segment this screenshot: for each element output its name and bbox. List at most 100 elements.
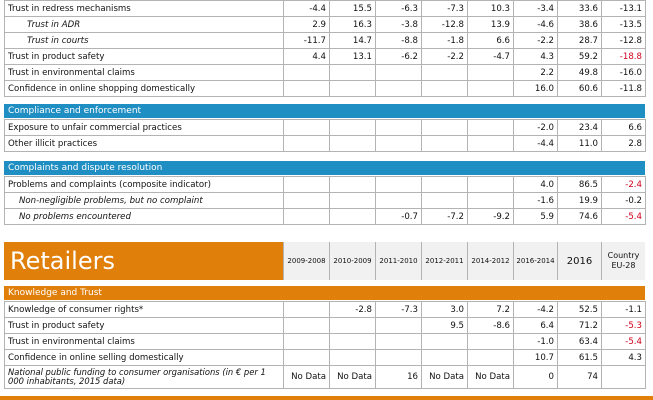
row-label: Trust in courts — [4, 32, 284, 49]
cell-value — [283, 333, 330, 350]
table-row-funding: National public funding to consumer orga… — [4, 365, 646, 389]
cell-value: 28.7 — [557, 32, 602, 49]
cell-value: -12.8 — [601, 32, 646, 49]
cell-value: -13.1 — [601, 0, 646, 17]
cell-value — [375, 333, 422, 350]
row-label: Trust in product safety — [4, 48, 284, 65]
retailers-header: Retailers 2009-2008 2010-2009 2011-2010 … — [4, 242, 645, 280]
cell-value — [421, 176, 468, 193]
cell-value: 16 — [375, 365, 422, 389]
table-row: Trust in environmental claims -1.0 63.4 -5.… — [4, 333, 646, 350]
cell-value — [421, 135, 468, 152]
cell-value: -6.3 — [375, 0, 422, 17]
cell-value — [375, 317, 422, 334]
cell-value: 74.6 — [557, 208, 602, 225]
cell-value: 7.2 — [467, 301, 514, 318]
cell-value: 61.5 — [557, 349, 602, 366]
row-label: Trust in environmental claims — [4, 333, 284, 350]
cell-value: 33.6 — [557, 0, 602, 17]
row-label: Non-negligible problems, but no complain… — [4, 192, 284, 209]
col-header: 2011-2010 — [375, 242, 421, 280]
cell-value — [467, 80, 514, 97]
cell-value — [467, 64, 514, 81]
cell-value: 52.5 — [557, 301, 602, 318]
cell-value: -1.6 — [513, 192, 558, 209]
col-header: 2012-2011 — [421, 242, 467, 280]
cell-value: 11.0 — [557, 135, 602, 152]
cell-value — [421, 192, 468, 209]
cell-value — [467, 176, 514, 193]
cell-value: No Data — [283, 365, 330, 389]
cell-value — [283, 317, 330, 334]
cell-value: -2.4 — [601, 176, 646, 193]
row-label: Trust in environmental claims — [4, 64, 284, 81]
cell-value: -7.2 — [421, 208, 468, 225]
cell-value — [375, 192, 422, 209]
cell-value: 10.7 — [513, 349, 558, 366]
section-header-compliance: Compliance and enforcement — [4, 104, 645, 118]
cell-value: 2.9 — [283, 16, 330, 33]
col-header-country: Country EU-28 — [601, 242, 645, 280]
cell-value: -4.4 — [283, 0, 330, 17]
cell-value — [421, 64, 468, 81]
cell-value: -4.7 — [467, 48, 514, 65]
cell-value: -5.4 — [601, 208, 646, 225]
row-label: Confidence in online shopping domestical… — [4, 80, 284, 97]
cell-value — [467, 349, 514, 366]
row-label: Other illicit practices — [4, 135, 284, 152]
cell-value: -2.0 — [513, 119, 558, 136]
cell-value: 14.7 — [329, 32, 376, 49]
cell-value: 13.1 — [329, 48, 376, 65]
cell-value — [329, 119, 376, 136]
retailers-title: Retailers — [4, 242, 283, 280]
cell-value — [283, 349, 330, 366]
cell-value: 60.6 — [557, 80, 602, 97]
cell-value: 6.4 — [513, 317, 558, 334]
cell-value: 49.8 — [557, 64, 602, 81]
table-row: Trust in environmental claims 2.2 49.8 -16.… — [4, 64, 646, 81]
cell-value: 63.4 — [557, 333, 602, 350]
cell-value: 2.8 — [601, 135, 646, 152]
cell-value — [601, 365, 646, 389]
cell-value — [421, 119, 468, 136]
cell-value — [421, 80, 468, 97]
cell-value: 59.2 — [557, 48, 602, 65]
cell-value — [329, 317, 376, 334]
row-label: No problems encountered — [4, 208, 284, 225]
cell-value: 5.9 — [513, 208, 558, 225]
row-label: Trust in ADR — [4, 16, 284, 33]
cell-value — [375, 80, 422, 97]
cell-value: 15.5 — [329, 0, 376, 17]
col-header: 2009-2008 — [283, 242, 329, 280]
cell-value — [283, 80, 330, 97]
cell-value — [329, 208, 376, 225]
cell-value: -11.7 — [283, 32, 330, 49]
cell-value: 2.2 — [513, 64, 558, 81]
cell-value — [329, 192, 376, 209]
cell-value: 13.9 — [467, 16, 514, 33]
cell-value: 86.5 — [557, 176, 602, 193]
cell-value — [375, 135, 422, 152]
cell-value: -8.8 — [375, 32, 422, 49]
row-label: Confidence in online selling domesticall… — [4, 349, 284, 366]
cell-value — [467, 192, 514, 209]
col-header: 2016-2014 — [513, 242, 557, 280]
cell-value — [375, 349, 422, 366]
table-row: Other illicit practices -4.4 11.0 2.8 — [4, 135, 646, 152]
cell-value — [467, 119, 514, 136]
row-label: Exposure to unfair commercial practices — [4, 119, 284, 136]
cell-value: 6.6 — [601, 119, 646, 136]
consumer-conditions-table-top: Trust in redress mechanisms -4.4 15.5 -6.3-… — [4, 0, 646, 97]
col-header: 2014-2012 — [467, 242, 513, 280]
cell-value — [329, 333, 376, 350]
cell-value: 0 — [513, 365, 558, 389]
cell-value: 74 — [557, 365, 602, 389]
cell-value — [375, 64, 422, 81]
cell-value: -4.2 — [513, 301, 558, 318]
cell-value: -0.2 — [601, 192, 646, 209]
cell-value: -13.5 — [601, 16, 646, 33]
cell-value — [283, 208, 330, 225]
cell-value: 4.0 — [513, 176, 558, 193]
cell-value: 10.3 — [467, 0, 514, 17]
cell-value: -2.8 — [329, 301, 376, 318]
